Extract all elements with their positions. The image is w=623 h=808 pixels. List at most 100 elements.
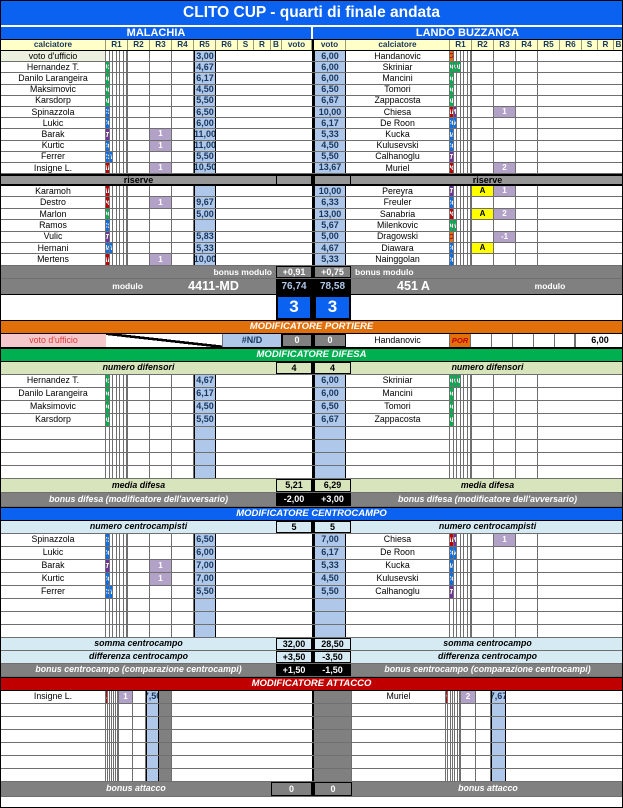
right-half: 4,50KulusevskiCC xyxy=(314,140,622,151)
s-cell xyxy=(128,624,150,637)
role-cell xyxy=(120,559,124,572)
left-half xyxy=(1,465,312,478)
right-half: 6,00SkriniarDCDSDD xyxy=(314,62,622,73)
r-cell: 1 xyxy=(150,129,172,140)
role-cell xyxy=(106,624,110,637)
r-cell: 1 xyxy=(150,140,172,151)
role-cell xyxy=(112,703,115,716)
slot-column-header-r: R xyxy=(598,40,614,50)
table-divider xyxy=(312,361,314,374)
r-cell xyxy=(150,400,172,413)
b-cell xyxy=(516,400,538,413)
r-cell xyxy=(133,755,146,768)
vote-cell xyxy=(491,768,506,781)
role-cell xyxy=(464,51,468,62)
role-badge-ds: DS xyxy=(453,62,457,73)
role-cell xyxy=(120,197,124,208)
left-half: riserve xyxy=(1,175,312,186)
r-cell xyxy=(494,220,516,231)
vote-cell: 5,50 xyxy=(314,585,346,598)
r-cell xyxy=(494,73,516,84)
slot-column-header-s: S xyxy=(582,40,598,50)
role-cells: T xyxy=(106,559,128,572)
vote-cell xyxy=(145,716,160,729)
table-divider xyxy=(312,716,314,729)
slot-column-header-r6: R6 xyxy=(216,40,238,50)
r-cell xyxy=(494,254,516,265)
player-name-cell xyxy=(1,426,106,439)
role-cell xyxy=(124,62,127,73)
label-cell: numero centrocampisti xyxy=(89,521,188,532)
vote-cell: 5,00 xyxy=(194,208,216,220)
role-cell xyxy=(464,140,468,151)
role-cells xyxy=(446,768,461,781)
role-cells xyxy=(106,611,128,624)
left-half xyxy=(1,755,312,768)
r-cell xyxy=(494,387,516,400)
value-cell: +1,50 xyxy=(276,663,312,676)
role-cell xyxy=(454,400,457,413)
role-cell xyxy=(454,465,457,478)
s-cell xyxy=(461,755,476,768)
role-cells: AL xyxy=(106,254,128,265)
vote-cell: 11,00 xyxy=(194,140,216,151)
s-cell xyxy=(472,465,494,478)
right-half xyxy=(314,703,622,716)
role-badge-t: T xyxy=(450,585,454,598)
player-name-cell: voto d'ufficio xyxy=(1,51,106,62)
role-cells xyxy=(106,439,128,452)
defense-modifier-block: numero difensori 4 4 numero difensori Hernan… xyxy=(1,361,622,507)
s-cell xyxy=(472,95,494,106)
s-cell xyxy=(128,559,150,572)
right-half: riserve xyxy=(314,175,622,186)
left-half xyxy=(1,439,312,452)
label-cell: somma centrocampo xyxy=(443,638,532,649)
player-row: KurticCC17,004,50KulusevskiCC xyxy=(1,572,622,586)
right-half xyxy=(314,768,622,781)
modulo-label: modulo xyxy=(112,281,143,292)
role-cell xyxy=(112,716,115,729)
b-cell xyxy=(516,197,538,208)
starting-lineup-rows: voto d'ufficio3,006,00HandanovicPORHerna… xyxy=(1,51,622,175)
role-cell xyxy=(454,624,457,637)
role-cell xyxy=(448,690,451,703)
right-half xyxy=(314,624,622,637)
player-row: KurticCC111,004,50KulusevskiCC xyxy=(1,140,622,152)
player-name-cell xyxy=(1,703,106,716)
role-badge-dc: DC xyxy=(106,73,110,84)
player-row: Insigne L.AL 1 10,50 13,67MurielPC 2 xyxy=(1,162,622,175)
role-cell xyxy=(120,572,124,585)
role-cell xyxy=(446,716,449,729)
player-name-cell xyxy=(1,465,106,478)
s-cell xyxy=(128,162,150,174)
role-cell xyxy=(113,254,117,265)
player-row: MarlonDC 5,00 13,00SanabriaPC A2 xyxy=(1,208,622,221)
b-cell xyxy=(172,220,194,231)
b-cell xyxy=(516,186,538,197)
role-cell xyxy=(455,755,458,768)
table-divider xyxy=(312,265,314,278)
spacer-cell xyxy=(314,729,352,742)
value-cell: 32,00 xyxy=(276,637,312,650)
player-row: KarsdorpDD5,506,67ZappacostaDD xyxy=(1,95,622,107)
vote-cell: 7,00 xyxy=(314,533,346,546)
role-cell xyxy=(461,62,464,73)
role-cell xyxy=(120,84,124,95)
r-cell xyxy=(150,95,172,106)
role-cells xyxy=(106,755,120,768)
role-cell xyxy=(446,768,449,781)
r-cell xyxy=(150,231,172,243)
s-cell xyxy=(128,243,150,254)
role-cell xyxy=(117,243,120,254)
player-name-cell: Karamoh xyxy=(1,186,106,197)
role-cells xyxy=(446,703,461,716)
role-cell xyxy=(124,559,127,572)
role-cell xyxy=(468,73,471,84)
player-name-cell: Vulic xyxy=(1,231,106,243)
slot-column-header-r5: R5 xyxy=(538,40,560,50)
role-badge-dd: DD xyxy=(106,413,110,426)
vote-cell: 10,00 xyxy=(314,186,346,197)
right-half: 5,50CalhanogluT xyxy=(314,151,622,162)
player-row: BarakT 1 7,00 5,33KuckaM xyxy=(1,559,622,573)
